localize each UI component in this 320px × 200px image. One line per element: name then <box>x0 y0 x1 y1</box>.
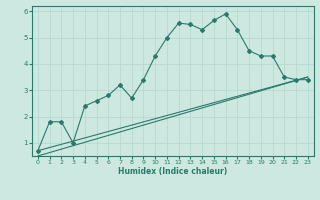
X-axis label: Humidex (Indice chaleur): Humidex (Indice chaleur) <box>118 167 228 176</box>
